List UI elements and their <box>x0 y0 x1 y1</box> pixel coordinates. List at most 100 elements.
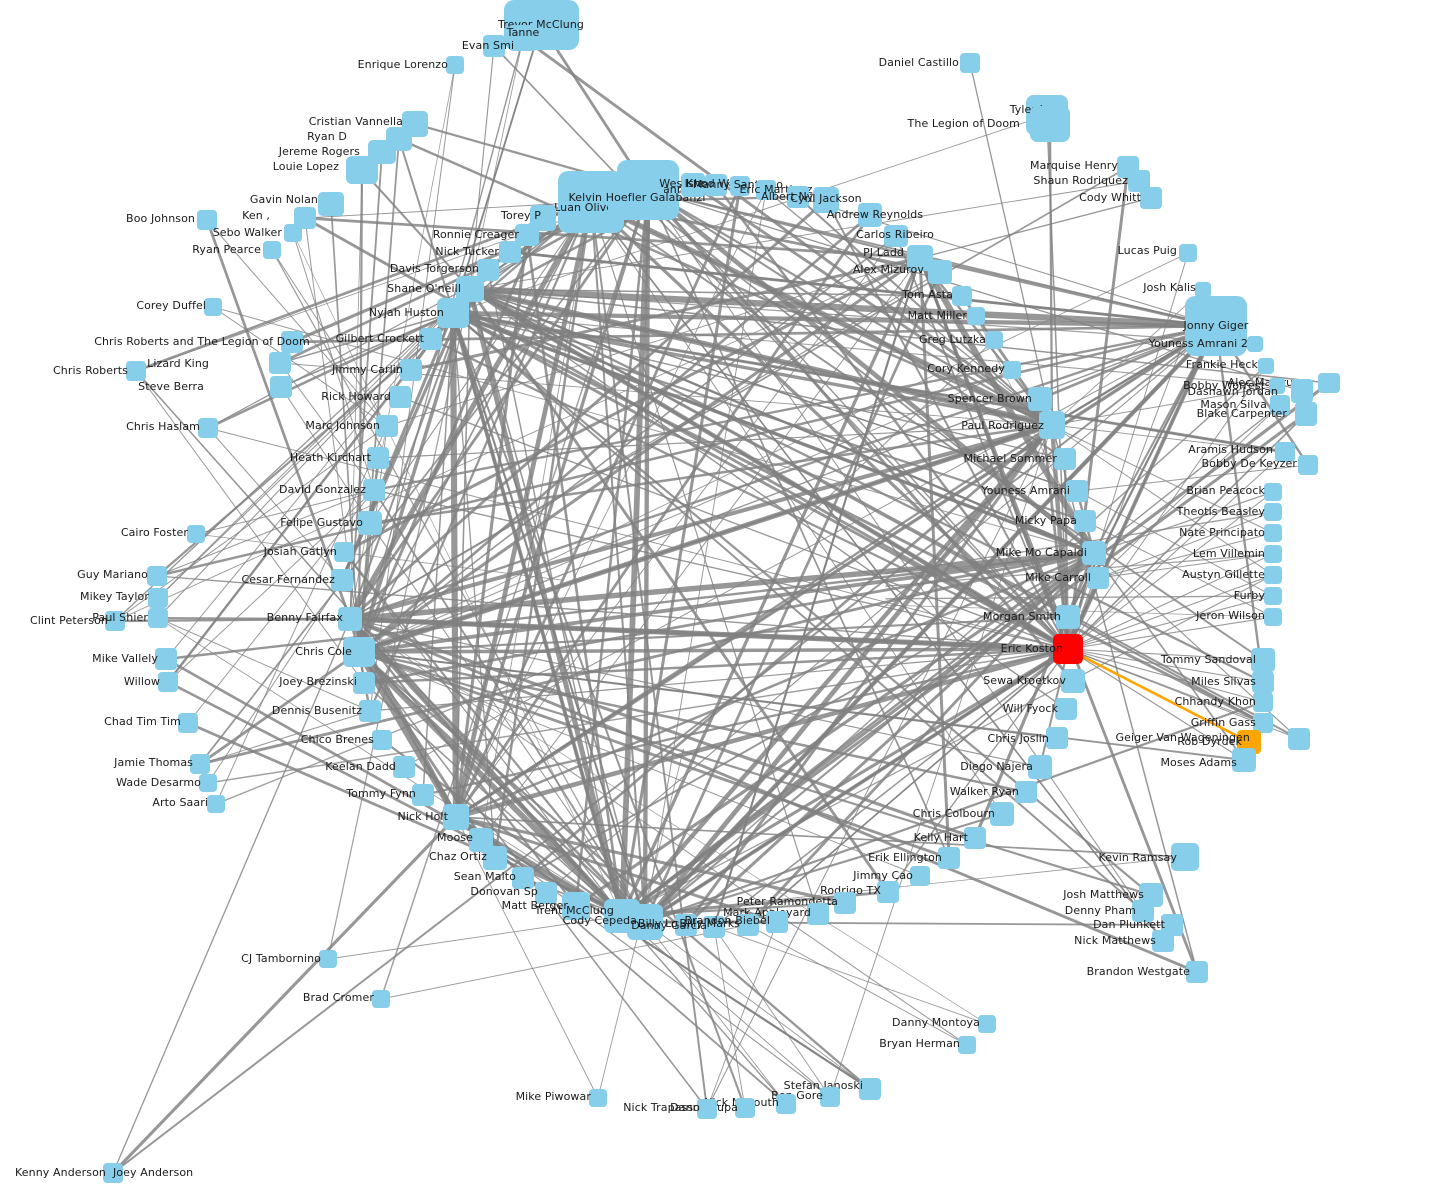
graph-node[interactable] <box>697 1099 717 1119</box>
graph-node[interactable] <box>766 911 788 933</box>
graph-node[interactable] <box>126 361 146 381</box>
graph-node[interactable] <box>284 224 302 242</box>
graph-node[interactable] <box>1288 728 1310 750</box>
graph-node[interactable] <box>1028 755 1052 779</box>
graph-node[interactable] <box>1003 361 1021 379</box>
graph-node[interactable] <box>294 207 316 229</box>
graph-node[interactable] <box>952 286 972 306</box>
graph-node[interactable] <box>499 241 521 263</box>
graph-node[interactable] <box>1270 395 1290 415</box>
graph-node[interactable] <box>353 672 375 694</box>
graph-node[interactable] <box>446 56 464 74</box>
graph-node[interactable] <box>756 180 776 200</box>
graph-node[interactable] <box>1056 605 1080 629</box>
graph-node[interactable] <box>443 804 469 830</box>
graph-node[interactable] <box>1132 900 1154 922</box>
graph-node[interactable] <box>412 784 434 806</box>
graph-node[interactable] <box>363 479 385 501</box>
graph-node[interactable] <box>338 607 362 631</box>
graph-node[interactable] <box>148 608 168 628</box>
graph-node[interactable] <box>675 914 697 936</box>
graph-node[interactable] <box>158 672 178 692</box>
graph-node[interactable] <box>1082 541 1106 565</box>
graph-node[interactable] <box>1055 698 1077 720</box>
graph-node[interactable] <box>197 210 217 230</box>
graph-node[interactable] <box>1264 608 1282 626</box>
graph-node[interactable] <box>1258 358 1274 374</box>
graph-node[interactable] <box>1195 282 1211 298</box>
graph-node[interactable] <box>515 224 539 246</box>
graph-node[interactable] <box>1269 378 1285 394</box>
graph-node[interactable] <box>1128 170 1150 192</box>
graph-node[interactable] <box>1247 336 1263 352</box>
graph-node[interactable] <box>1061 669 1085 693</box>
graph-node[interactable] <box>1264 503 1282 521</box>
graph-node[interactable] <box>148 588 168 608</box>
graph-node[interactable] <box>1264 587 1282 605</box>
graph-node[interactable] <box>834 892 856 914</box>
graph-node[interactable] <box>1015 781 1037 803</box>
graph-node[interactable] <box>735 1098 755 1118</box>
graph-node[interactable] <box>1291 379 1313 403</box>
graph-node[interactable] <box>884 225 908 247</box>
graph-node[interactable] <box>376 415 398 437</box>
graph-node[interactable] <box>1275 442 1295 462</box>
graph-node[interactable] <box>389 386 411 408</box>
graph-node[interactable] <box>1185 296 1247 356</box>
graph-node[interactable] <box>1030 106 1070 142</box>
graph-node[interactable] <box>807 903 829 925</box>
graph-node[interactable] <box>331 569 353 591</box>
graph-node[interactable] <box>964 827 986 849</box>
graph-node[interactable] <box>346 156 378 184</box>
graph-node[interactable] <box>155 648 177 670</box>
graph-node[interactable] <box>589 1089 607 1107</box>
graph-node[interactable] <box>190 754 210 774</box>
graph-node[interactable] <box>562 892 590 920</box>
graph-node[interactable] <box>1318 373 1340 393</box>
graph-node[interactable] <box>1179 244 1197 262</box>
graph-node[interactable] <box>1152 930 1174 952</box>
graph-node[interactable] <box>437 298 469 328</box>
graph-node[interactable] <box>207 795 225 813</box>
graph-node[interactable] <box>1053 634 1083 664</box>
graph-node[interactable] <box>776 1094 796 1114</box>
graph-node[interactable] <box>367 447 389 469</box>
graph-node[interactable] <box>1140 187 1162 209</box>
graph-node[interactable] <box>1186 961 1208 983</box>
graph-node[interactable] <box>105 611 125 631</box>
graph-node[interactable] <box>967 307 985 325</box>
graph-node[interactable] <box>1295 402 1317 426</box>
graph-node[interactable] <box>372 990 390 1008</box>
graph-node[interactable] <box>535 882 557 904</box>
graph-node[interactable] <box>938 847 960 869</box>
graph-node[interactable] <box>358 511 382 535</box>
graph-node[interactable] <box>730 176 750 196</box>
graph-node[interactable] <box>204 298 222 316</box>
graph-node[interactable] <box>990 802 1014 826</box>
graph-node[interactable] <box>1087 567 1109 589</box>
graph-node[interactable] <box>1264 524 1282 542</box>
graph-node[interactable] <box>1264 545 1282 563</box>
graph-node[interactable] <box>198 418 218 438</box>
graph-node[interactable] <box>477 259 499 281</box>
graph-node[interactable] <box>199 774 217 792</box>
graph-node[interactable] <box>1074 510 1096 532</box>
graph-node[interactable] <box>372 730 392 750</box>
graph-node[interactable] <box>400 359 422 381</box>
graph-node[interactable] <box>1298 455 1318 475</box>
graph-node[interactable] <box>627 904 663 940</box>
graph-node[interactable] <box>1251 648 1275 672</box>
graph-node[interactable] <box>1171 843 1199 871</box>
graph-node[interactable] <box>187 525 205 543</box>
graph-node[interactable] <box>1252 671 1274 693</box>
graph-node[interactable] <box>1028 387 1052 411</box>
graph-node[interactable] <box>978 1015 996 1033</box>
graph-node[interactable] <box>1066 480 1088 502</box>
graph-node[interactable] <box>813 187 839 213</box>
graph-node[interactable] <box>858 203 882 227</box>
graph-node[interactable] <box>318 192 344 216</box>
graph-node[interactable] <box>147 566 167 586</box>
graph-node[interactable] <box>910 866 930 886</box>
graph-node[interactable] <box>1046 727 1068 749</box>
graph-node[interactable] <box>1253 713 1273 733</box>
